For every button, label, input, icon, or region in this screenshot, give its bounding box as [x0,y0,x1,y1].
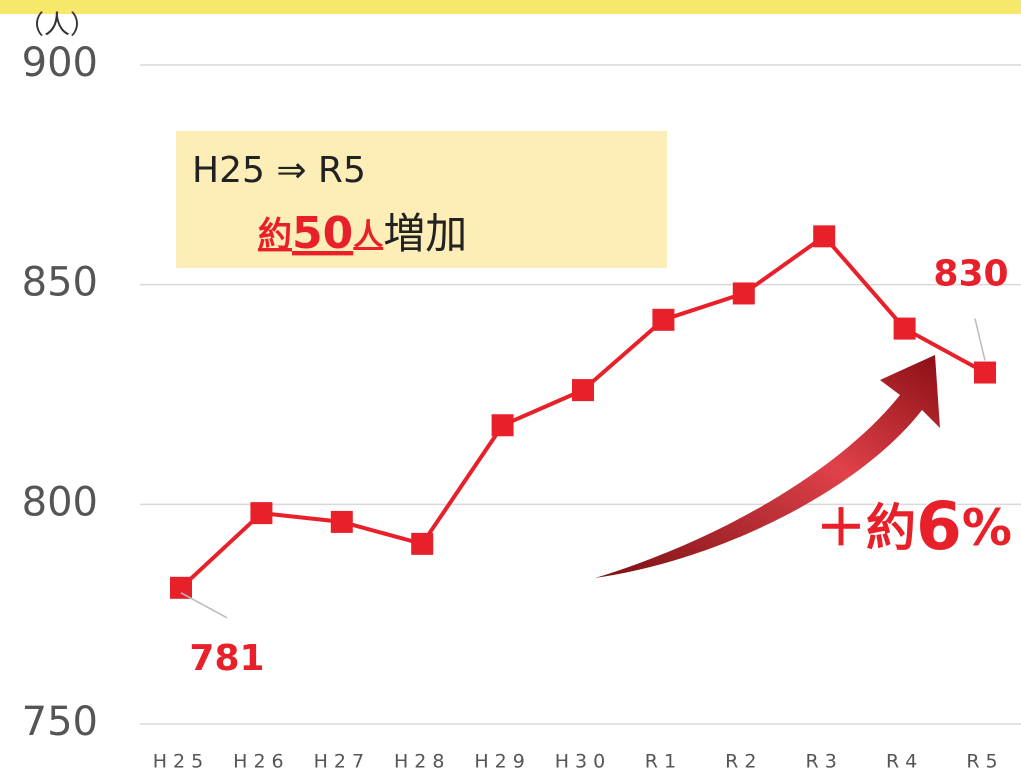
x-tick-label: R4 [886,751,923,773]
y-tick-label: 800 [22,479,98,525]
growth-label: ＋約6% [816,488,1012,565]
x-tick-label: H25 [153,751,209,773]
marker [733,282,755,304]
x-tick-label: H29 [474,751,530,773]
annotation-line1: H25 ⇒ R5 [192,150,366,191]
growth-part: 6 [916,488,962,565]
x-tick-label: R3 [806,751,843,773]
x-tick-label: R2 [725,751,762,773]
unit-label: （人） [18,11,96,41]
x-tick-label: R5 [966,751,1003,773]
x-tick-label: H28 [394,751,450,773]
chart: （人） 750 800 850 900 H25 ⇒ R5 約50人増加 ＋約6% H2… [0,0,1021,774]
marker [572,379,594,401]
marker [813,225,835,247]
x-tick-label: H26 [233,751,289,773]
marker [331,511,353,533]
data-label: 830 [933,254,1008,295]
growth-part: % [962,499,1012,557]
marker [411,533,433,555]
top-banner [0,0,1021,14]
leader-line [975,319,985,361]
y-tick-label: 750 [22,699,98,745]
leader-line [181,593,227,618]
annotation-part: 50 [292,208,353,259]
annotation-part: 増加 [383,209,467,258]
marker [492,414,514,436]
y-tick-label: 850 [22,260,98,306]
marker [170,577,192,599]
y-tick-label: 900 [22,40,98,86]
marker [652,309,674,331]
marker [250,502,272,524]
marker [974,362,996,384]
annotation-part: 人 [353,218,383,253]
growth-part: ＋約 [816,499,916,557]
x-tick-label: R1 [645,751,682,773]
marker [894,318,916,340]
x-tick-label: H30 [555,751,611,773]
x-tick-label: H27 [314,751,370,773]
annotation-part: 約 [258,215,292,255]
data-label: 781 [189,638,264,679]
